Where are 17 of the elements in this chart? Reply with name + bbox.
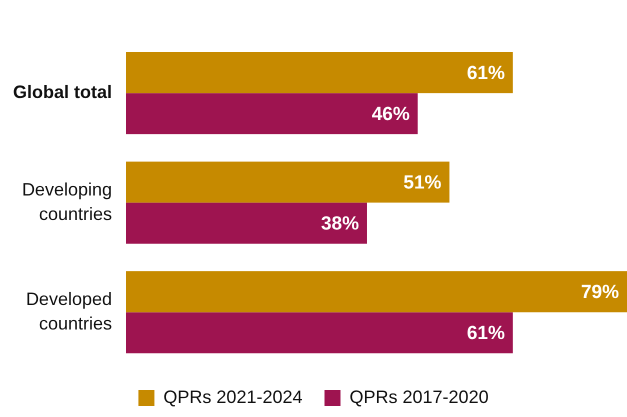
bar — [126, 162, 450, 203]
data-label: 46% — [372, 104, 410, 125]
y-tick-label: Developing countries — [22, 179, 112, 224]
bar — [126, 52, 513, 94]
bar — [126, 312, 513, 354]
data-label: 79% — [580, 282, 620, 303]
y-tick-label: Global total — [13, 82, 112, 102]
y-tick-label: Developed countries — [26, 289, 112, 334]
bar — [126, 202, 367, 244]
data-label: 61% — [466, 62, 505, 84]
data-label: 51% — [403, 172, 442, 194]
data-label: 38% — [320, 213, 360, 234]
bar — [126, 271, 627, 312]
legend-label: QPRs 2021-2024 — [163, 386, 303, 407]
legend-label: QPRs 2017-2020 — [350, 386, 489, 407]
data-label: 61% — [466, 322, 505, 344]
bar — [126, 93, 418, 134]
